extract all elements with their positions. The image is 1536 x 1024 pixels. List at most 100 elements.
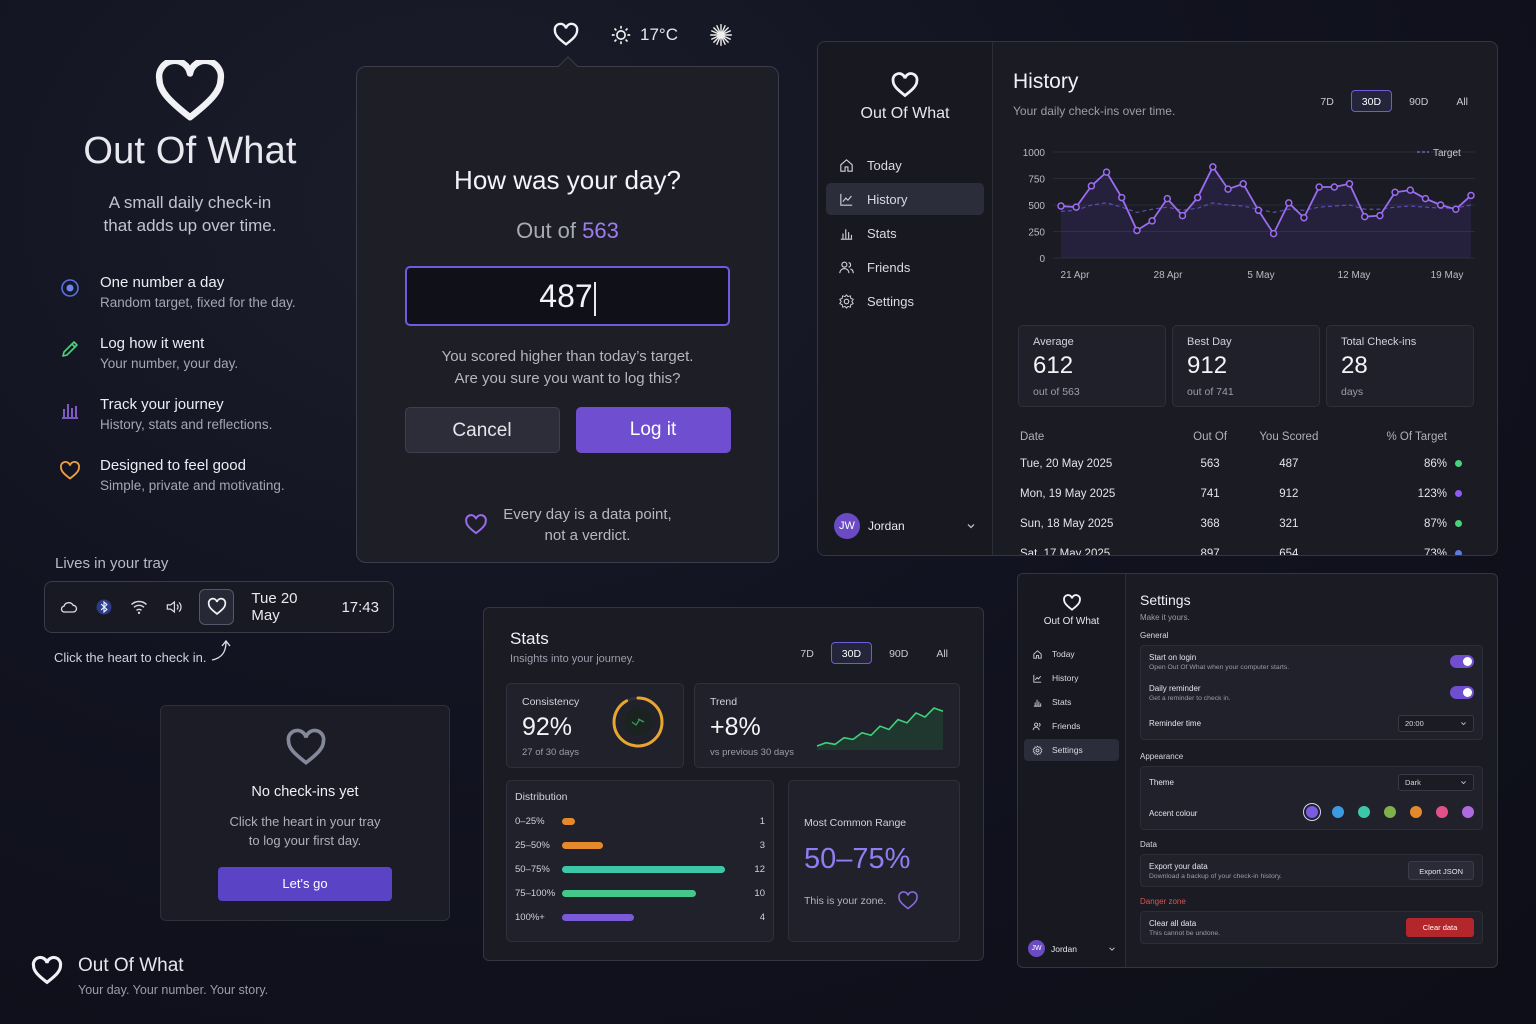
cell-date: Mon, 19 May 2025 xyxy=(1020,488,1116,500)
accent-swatch[interactable] xyxy=(1436,805,1448,818)
stat-label: Average xyxy=(1033,336,1074,348)
sidebar-item-today[interactable]: Today xyxy=(826,149,984,181)
system-tray: Tue 20 May 17:43 xyxy=(44,581,394,633)
cell-out-of: 563 xyxy=(1200,458,1220,470)
nav-label: Today xyxy=(1052,649,1075,659)
data-point xyxy=(1193,193,1202,202)
avatar: JW xyxy=(834,513,860,539)
accent-swatch[interactable] xyxy=(1384,805,1396,818)
cloud-icon[interactable] xyxy=(59,597,79,617)
daily-reminder-toggle[interactable] xyxy=(1450,686,1474,699)
trend-sparkline xyxy=(816,707,944,750)
tray-hint-text: Click the heart to check in. xyxy=(54,650,207,665)
user-menu[interactable]: JW Jordan xyxy=(1028,940,1116,957)
wifi-icon[interactable] xyxy=(129,597,149,617)
table-row[interactable]: Tue, 20 May 2025 563 487 86% xyxy=(1020,449,1475,479)
range-count: 10 xyxy=(754,887,765,899)
column-header[interactable]: Date xyxy=(1020,431,1045,443)
feature-subtitle: Your number, your day. xyxy=(100,356,239,371)
sidebar-brand: Out Of What xyxy=(818,72,992,123)
table-row[interactable]: Mon, 19 May 2025 741 912 123% xyxy=(1020,479,1475,509)
sidebar-item-stats[interactable]: Stats xyxy=(826,217,984,249)
text-caret xyxy=(593,281,596,316)
score-input[interactable]: 487 xyxy=(405,266,730,326)
sidebar-item-history[interactable]: History xyxy=(826,183,984,215)
sidebar-item-history[interactable]: History xyxy=(1024,667,1119,689)
sun-icon xyxy=(611,25,631,45)
sidebar: Out Of What Today History Stats Friends … xyxy=(818,42,993,555)
accent-swatch[interactable] xyxy=(1410,805,1422,818)
line-chart-icon xyxy=(1033,674,1042,683)
column-header[interactable]: % Of Target xyxy=(1386,431,1447,443)
data-point xyxy=(1148,217,1156,225)
range-count: 1 xyxy=(759,815,765,827)
tray-time[interactable]: 17:43 xyxy=(341,598,379,616)
sidebar-item-stats[interactable]: Stats xyxy=(1024,691,1119,713)
distribution-rows: 0–25% 1 25–50% 3 50–75% 12 75–100% 10 100%+ 4 xyxy=(515,809,765,929)
table-row[interactable]: Sun, 18 May 2025 368 321 87% xyxy=(1020,509,1475,539)
sidebar-item-settings[interactable]: Settings xyxy=(1024,739,1119,761)
sidebar-item-friends[interactable]: Friends xyxy=(826,251,984,283)
sidebar-item-settings[interactable]: Settings xyxy=(826,285,984,317)
check-in-popover: How was your day? Out of 563 487 You sco… xyxy=(356,56,779,563)
range-7d[interactable]: 7D xyxy=(1320,96,1334,108)
bluetooth-icon[interactable] xyxy=(94,597,114,617)
status-dot xyxy=(1455,520,1462,527)
sparkle-icon[interactable] xyxy=(708,22,734,48)
tray-heart-button[interactable] xyxy=(199,589,235,625)
accent-swatch[interactable] xyxy=(1306,805,1318,818)
trend-value: +8% xyxy=(710,713,761,741)
start-on-login-toggle[interactable] xyxy=(1450,655,1474,668)
card-label: Consistency xyxy=(522,696,580,708)
clear-data-button[interactable]: Clear data xyxy=(1406,918,1474,937)
cancel-button[interactable]: Cancel xyxy=(404,407,560,453)
data-point xyxy=(1345,180,1354,188)
user-menu[interactable]: JW Jordan xyxy=(834,513,976,539)
cell-out-of: 368 xyxy=(1200,518,1220,530)
accent-swatch[interactable] xyxy=(1358,805,1370,818)
empty-title: No check-ins yet xyxy=(251,784,359,800)
sidebar-item-today[interactable]: Today xyxy=(1024,643,1119,665)
feature-item: Log how it went Your number, your day. xyxy=(58,335,348,371)
range-all[interactable]: All xyxy=(1456,96,1468,108)
chevron-down-icon xyxy=(967,524,975,529)
weather-widget[interactable]: 17°C xyxy=(610,24,678,46)
column-header[interactable]: You Scored xyxy=(1259,431,1319,443)
nav-label: History xyxy=(1052,673,1079,683)
export-json-button[interactable]: Export JSON xyxy=(1408,861,1474,880)
setting-description: This cannot be undone. xyxy=(1149,929,1221,937)
range-7d[interactable]: 7D xyxy=(800,648,814,660)
history-line-chart: 1000 750 500 250 0 21 Apr 28 Apr 5 May 12 May 19 … xyxy=(1023,148,1475,281)
tray-date[interactable]: Tue 20 May xyxy=(251,590,298,624)
theme-select[interactable]: Dark xyxy=(1398,774,1474,791)
reminder-time-select[interactable]: 20:00 xyxy=(1398,715,1474,732)
heart-icon[interactable] xyxy=(552,22,580,48)
modal-actions: Cancel Log it xyxy=(357,407,778,453)
range-all[interactable]: All xyxy=(936,648,948,660)
lets-go-button[interactable]: Let's go xyxy=(218,867,392,901)
setting-start-on-login: Start on login Open Out Of What when your… xyxy=(1149,646,1474,677)
data-point xyxy=(1452,205,1460,213)
target-number: 563 xyxy=(582,218,619,243)
empty-state-card: No check-ins yet Click the heart in your… xyxy=(160,705,450,921)
sidebar-item-friends[interactable]: Friends xyxy=(1024,715,1119,737)
stat-best-day: Best Day 912 out of 741 xyxy=(1172,325,1320,407)
accent-swatch[interactable] xyxy=(1462,805,1474,818)
bar-chart-icon xyxy=(1033,699,1042,707)
distribution-bar xyxy=(562,913,635,921)
page-subtitle: Make it yours. xyxy=(1140,613,1190,622)
volume-icon[interactable] xyxy=(164,597,184,617)
range-90d[interactable]: 90D xyxy=(889,648,909,660)
setting-label: Start on login xyxy=(1149,652,1197,662)
range-30d[interactable]: 30D xyxy=(830,642,873,664)
range-count: 12 xyxy=(754,863,765,875)
distribution-bar xyxy=(562,889,696,897)
accent-swatch[interactable] xyxy=(1332,805,1344,818)
range-30d[interactable]: 30D xyxy=(1350,90,1393,112)
table-row[interactable]: Sat, 17 May 2025 897 654 73% xyxy=(1020,539,1475,555)
nav-label: History xyxy=(867,191,908,207)
range-90d[interactable]: 90D xyxy=(1409,96,1429,108)
column-header[interactable]: Out Of xyxy=(1193,431,1228,443)
log-it-button[interactable]: Log it xyxy=(575,407,731,453)
setting-theme: Theme Dark xyxy=(1149,767,1474,798)
